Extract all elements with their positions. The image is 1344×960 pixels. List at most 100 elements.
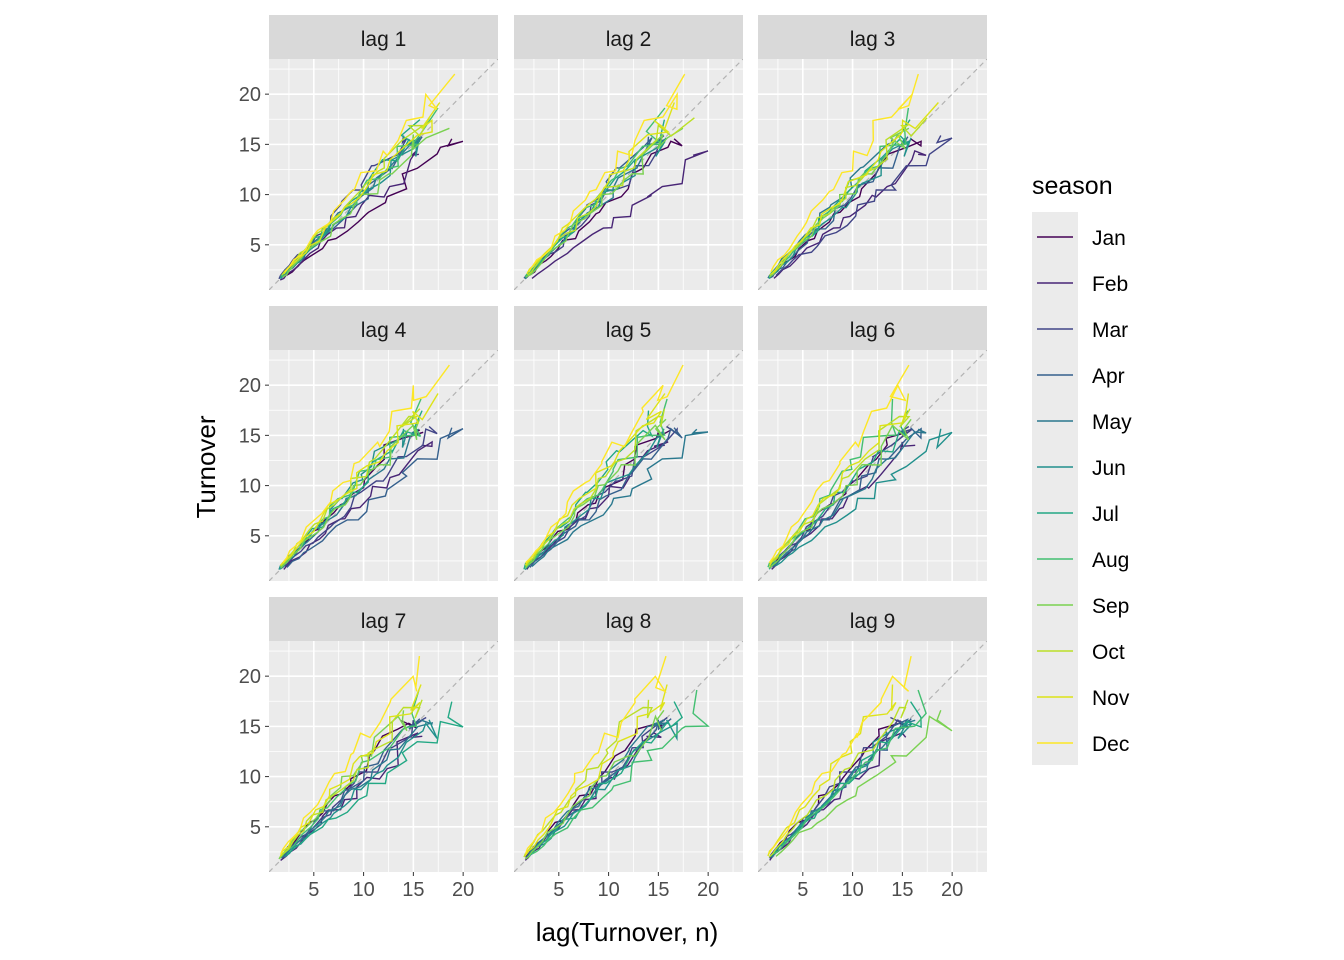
facet-strip (269, 306, 498, 350)
series-line-feb (769, 732, 907, 861)
x-axis-title: lag(Turnover, n) (536, 917, 719, 947)
facet-panel-8: lag 8 (514, 597, 743, 872)
series-line-oct (768, 699, 909, 858)
legend-label-feb: Feb (1092, 273, 1128, 296)
y-tick-label: 10 (239, 767, 261, 789)
series-line-jan (286, 138, 464, 276)
series-line-oct (279, 699, 423, 858)
axes: 5 10 15 20 5 10 15 20 5 10 15 20 5 10 15 20 5 10 15 20 5 10 15… (239, 84, 964, 901)
legend-title: season (1032, 172, 1113, 200)
series-line-nov (771, 102, 939, 275)
facet-strip-label: lag 8 (606, 610, 652, 633)
facet-strip (269, 15, 498, 59)
facet-strip-label: lag 7 (361, 610, 407, 633)
legend-label-sep: Sep (1092, 595, 1129, 618)
series-line-aug (773, 689, 927, 855)
panel-plot-area (758, 350, 987, 581)
facet-strip (514, 15, 743, 59)
series-line-apr (286, 427, 464, 568)
facet-strip-label: lag 1 (361, 28, 407, 51)
panel-plot-area (514, 59, 743, 290)
facet-strip-label: lag 6 (850, 319, 896, 342)
facet-strip-label: lag 3 (850, 28, 896, 51)
y-tick-label: 20 (239, 375, 261, 397)
series-line-dec (525, 364, 684, 564)
series-line-dec (528, 73, 686, 273)
series-line-dec (768, 364, 910, 564)
facet-strip-label: lag 9 (850, 610, 896, 633)
series-line-sep (775, 710, 953, 857)
series-line-mar (775, 135, 953, 276)
reference-line-y-equals-x (758, 59, 987, 290)
x-tick-label: 15 (402, 879, 424, 901)
panel-plot-area (269, 59, 498, 290)
y-tick-label: 5 (250, 817, 261, 839)
panel-plot-area (758, 59, 987, 290)
series-line-nov (283, 102, 441, 275)
facet-panel-1: lag 1 (269, 15, 498, 290)
series-line-sep (524, 709, 665, 860)
facet-panel-3: lag 3 (758, 15, 987, 290)
series-line-aug (531, 689, 710, 855)
series-line-nov (769, 393, 910, 566)
legend-label-oct: Oct (1092, 641, 1125, 664)
panel-plot-area (269, 350, 498, 581)
facet-strip (269, 597, 498, 641)
series-line-dec (770, 73, 919, 273)
facet-strip (758, 306, 987, 350)
panel-plot-area (269, 641, 498, 872)
facet-panel-7: lag 7 (269, 597, 498, 872)
x-tick-label: 15 (891, 879, 913, 901)
y-tick-label: 5 (250, 235, 261, 257)
x-tick-label: 10 (352, 879, 374, 901)
x-tick-label: 15 (647, 879, 669, 901)
facet-panel-4: lag 4 (269, 306, 498, 581)
facet-panel-6: lag 6 (758, 306, 987, 581)
series-line-dec (282, 364, 450, 564)
legend-label-dec: Dec (1092, 733, 1129, 756)
series-line-sep (278, 710, 408, 860)
series-line-jun (280, 137, 421, 279)
legend-label-mar: Mar (1092, 319, 1128, 342)
series-line-apr (772, 427, 922, 568)
x-tick-label: 20 (697, 879, 719, 901)
x-tick-label: 5 (553, 879, 564, 901)
y-tick-label: 10 (239, 476, 261, 498)
series-line-jul (529, 701, 683, 856)
series-line-mar (278, 135, 408, 280)
series-line-may (526, 719, 669, 858)
series-line-may (531, 428, 709, 568)
y-axis-title: Turnover (191, 415, 221, 518)
facet-strip (758, 597, 987, 641)
series-line-nov (526, 102, 675, 275)
series-line-feb (771, 441, 916, 570)
facet-panel-5: lag 5 (514, 306, 743, 581)
facet-strip-label: lag 2 (606, 28, 652, 51)
panel-plot-area (514, 641, 743, 872)
series-line-apr (768, 136, 909, 279)
series-line-dec (768, 655, 912, 855)
series-line-nov (767, 684, 897, 857)
x-tick-label: 5 (308, 879, 319, 901)
legend-label-apr: Apr (1092, 365, 1125, 388)
series-line-mar (528, 425, 678, 567)
series-line-feb (773, 149, 927, 279)
facet-strip-label: lag 4 (361, 319, 407, 342)
series-line-may (283, 719, 434, 858)
series-line-dec (280, 656, 421, 855)
series-line-sep (768, 418, 912, 569)
facet-strip-label: lag 5 (606, 319, 652, 342)
facet-strip (758, 15, 987, 59)
x-tick-label: 5 (797, 879, 808, 901)
legend-key-background (1032, 212, 1078, 765)
facet-panel-9: lag 9 (758, 597, 987, 872)
series-line-mar (284, 425, 438, 567)
y-tick-label: 5 (250, 526, 261, 548)
x-tick-label: 20 (452, 879, 474, 901)
series-line-dec (524, 655, 667, 855)
facet-panels: lag 1 lag 2 lag 3 lag 4 lag 5 lag 6 lag 7 lag 8… (269, 15, 987, 872)
series-line-oct (768, 408, 911, 567)
y-tick-label: 15 (239, 425, 261, 447)
series-line-nov (524, 684, 668, 857)
